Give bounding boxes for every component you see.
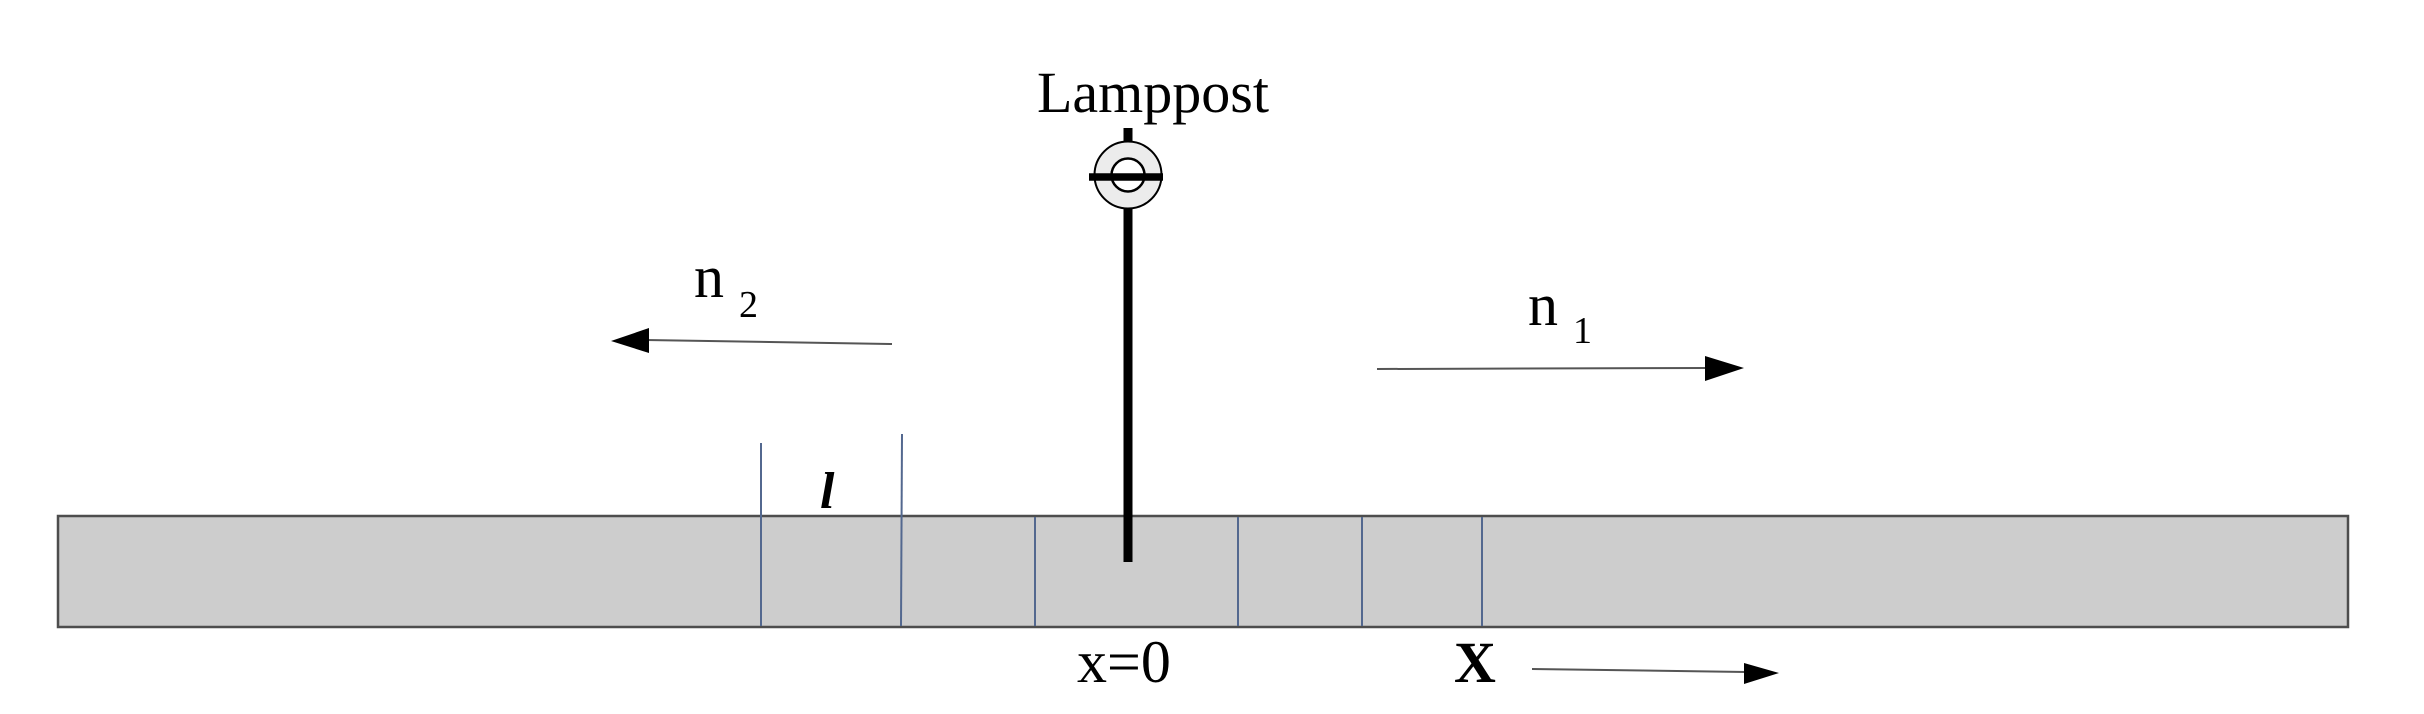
n2-arrowhead (611, 328, 649, 353)
n2-label-subscript: 2 (739, 284, 758, 326)
n1-arrow-shaft (1376, 367, 1708, 370)
n2-arrow-shaft (645, 339, 893, 345)
segment-length-label: l (820, 463, 835, 520)
n1-label: n 1 (1528, 272, 1592, 352)
n1-arrowhead (1705, 356, 1744, 381)
road-marker-lines (760, 433, 1483, 627)
lamppost-head-symbol (1089, 140, 1163, 210)
road-marker-line-2 (900, 433, 903, 627)
n1-label-subscript: 1 (1573, 310, 1592, 352)
n2-label-base: n (694, 244, 724, 310)
n2-arrow (611, 328, 893, 353)
n2-label: n 2 (694, 244, 758, 326)
road-strip (56, 514, 2350, 629)
origin-label: x=0 (1077, 629, 1171, 695)
x-axis-arrow (1531, 663, 1779, 684)
x-axis-arrow-shaft (1531, 668, 1747, 673)
x-axis-label: X (1454, 630, 1496, 695)
x-axis-arrowhead (1744, 663, 1779, 684)
n1-label-base: n (1528, 272, 1558, 338)
lamppost-label: Lamppost (1037, 60, 1269, 125)
n1-arrow (1376, 356, 1744, 381)
